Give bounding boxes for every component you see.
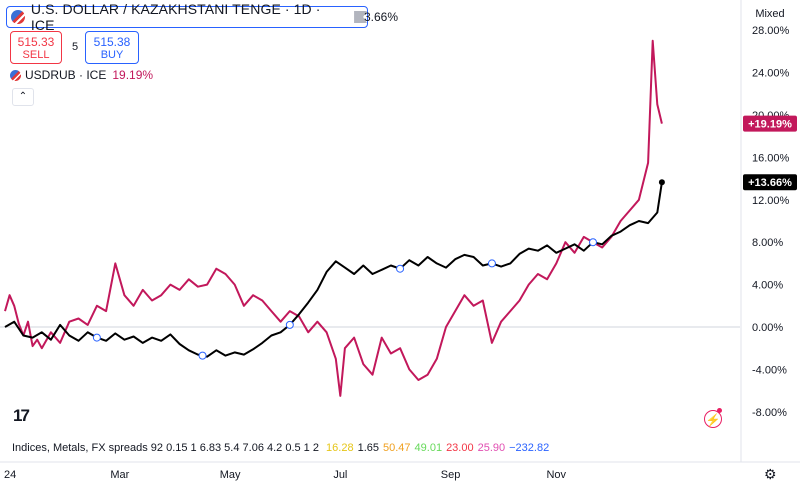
event-marker[interactable] xyxy=(589,238,597,247)
event-marker[interactable] xyxy=(198,351,207,360)
buy-price: 515.38 xyxy=(93,35,131,49)
symbol-title: U.S. DOLLAR / KAZAKHSTANI TENGE · 1D · I… xyxy=(30,1,321,33)
indicator-value: 49.01 xyxy=(414,442,443,454)
symbol-search-bar[interactable]: U.S. DOLLAR / KAZAKHSTANI TENGE · 1D · I… xyxy=(6,1,368,33)
last-value-label: +13.66% xyxy=(748,177,792,189)
x-tick-label: Jul xyxy=(333,469,347,481)
x-tick-label: May xyxy=(220,469,241,481)
indicator-value: 25.90 xyxy=(477,442,506,454)
gear-icon[interactable]: ⚙ xyxy=(764,466,777,482)
y-tick-label: 8.00% xyxy=(752,237,783,249)
series-line-usdkzt[interactable] xyxy=(4,182,663,358)
indicator-label: Indices, Metals, FX spreads 92 0.15 1 6.… xyxy=(12,442,319,454)
event-marker[interactable] xyxy=(396,264,405,273)
lightning-icon[interactable]: ⚡ xyxy=(704,410,722,428)
usd-rub-flag-icon xyxy=(10,69,21,81)
buy-label: BUY xyxy=(100,49,124,61)
event-marker[interactable] xyxy=(285,320,294,329)
indicator-value: 16.28 xyxy=(326,442,354,454)
main-change-percent: 3.66% xyxy=(364,10,399,24)
y-tick-label: -8.00% xyxy=(752,407,787,419)
indicator-value: −232.82 xyxy=(509,442,550,454)
y-tick-label: -4.00% xyxy=(752,364,787,376)
last-value-badge xyxy=(743,174,797,191)
flag-marker-icon[interactable] xyxy=(354,11,367,23)
indicator-value: 1.65 xyxy=(357,442,379,454)
event-marker[interactable] xyxy=(487,259,496,268)
sell-price: 515.33 xyxy=(17,35,55,49)
y-tick-label: 12.00% xyxy=(752,195,790,207)
x-tick-label: 24 xyxy=(4,469,16,481)
y-tick-label: 28.00% xyxy=(752,25,790,37)
compare-symbol-legend[interactable]: USDRUB · ICE 19.19% xyxy=(10,68,153,82)
y-tick-label: 24.00% xyxy=(752,68,790,80)
y-tick-label: 16.00% xyxy=(752,152,790,164)
buy-button[interactable]: 515.38 BUY xyxy=(85,31,139,64)
series-last-point xyxy=(658,179,665,186)
y-tick-label: 0.00% xyxy=(752,322,783,334)
last-value-badge xyxy=(743,115,797,132)
indicator-legend[interactable]: Indices, Metals, FX spreads 92 0.15 1 6.… xyxy=(12,442,557,454)
x-tick-label: Sep xyxy=(441,469,461,481)
sell-button[interactable]: 515.33 SELL xyxy=(10,31,62,64)
last-value-label: +19.19% xyxy=(748,119,792,131)
indicator-value: 50.47 xyxy=(383,442,411,454)
x-tick-label: Nov xyxy=(546,469,566,481)
compare-change: 19.19% xyxy=(112,68,154,82)
compare-symbol: USDRUB · ICE xyxy=(25,68,107,82)
chevron-up-icon[interactable]: ⌃ xyxy=(12,88,34,106)
event-marker[interactable] xyxy=(92,333,101,342)
sell-label: SELL xyxy=(22,49,50,61)
indicator-value: 23.00 xyxy=(446,442,474,454)
notification-dot-icon xyxy=(717,408,722,413)
tradingview-logo-icon[interactable]: 17 xyxy=(13,406,30,425)
usd-kzt-flag-icon xyxy=(11,10,25,24)
x-tick-label: Mar xyxy=(110,469,129,481)
series-line-usdrub[interactable] xyxy=(4,39,663,397)
spread-value: 5 xyxy=(72,41,79,53)
y-tick-label: 4.00% xyxy=(752,280,783,292)
scale-mode-label[interactable]: Mixed xyxy=(755,8,785,20)
